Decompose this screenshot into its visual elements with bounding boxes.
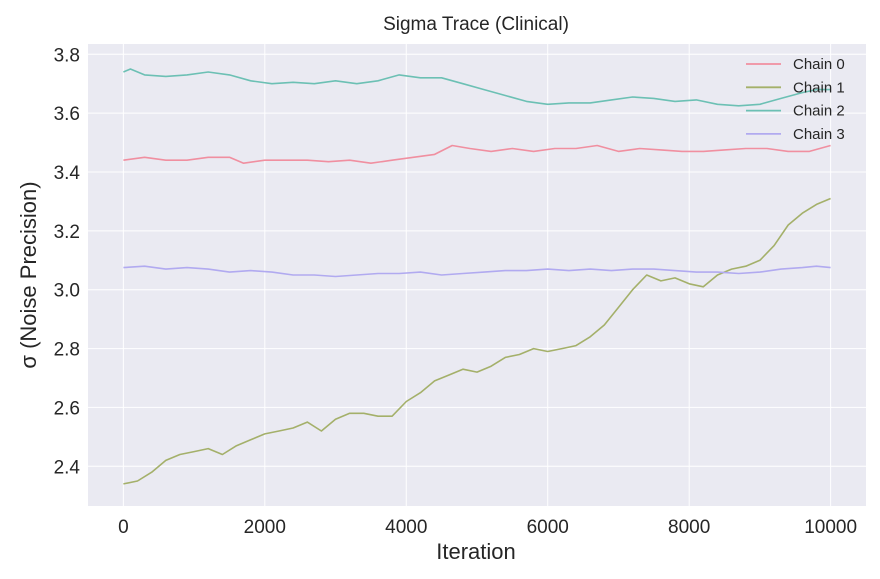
y-tick-label: 3.0 — [54, 281, 80, 302]
plot-area — [88, 44, 866, 506]
y-axis-ticks: 2.4 2.6 2.8 3.0 3.2 3.4 3.6 3.8 — [54, 45, 81, 478]
y-tick-label: 3.4 — [54, 163, 81, 184]
y-tick-label: 3.2 — [54, 222, 80, 243]
x-tick-label: 2000 — [244, 517, 286, 538]
series-line-chain-1 — [123, 197, 831, 485]
x-axis-label: Iteration — [436, 539, 516, 564]
y-tick-label: 2.6 — [54, 398, 80, 419]
legend: Chain 0 Chain 1 Chain 2 Chain 3 — [746, 56, 845, 143]
y-tick-label: 2.8 — [54, 340, 80, 361]
series-line-chain-0 — [123, 144, 831, 164]
legend-label: Chain 1 — [793, 79, 845, 96]
x-tick-label: 8000 — [668, 517, 710, 538]
x-axis-ticks: 0 2000 4000 6000 8000 10000 — [118, 517, 857, 538]
y-axis-label: σ (Noise Precision) — [16, 181, 41, 368]
x-tick-label: 10000 — [804, 517, 857, 538]
legend-label: Chain 3 — [793, 126, 845, 143]
y-tick-label: 3.8 — [54, 45, 80, 66]
chart-title: Sigma Trace (Clinical) — [383, 14, 569, 35]
series-lines — [123, 68, 831, 485]
legend-label: Chain 2 — [793, 103, 845, 120]
y-tick-label: 2.4 — [54, 457, 81, 478]
series-line-chain-2 — [123, 68, 831, 107]
grid-lines — [88, 44, 866, 506]
x-tick-label: 6000 — [527, 517, 569, 538]
series-line-chain-3 — [123, 265, 831, 278]
legend-label: Chain 0 — [793, 56, 845, 73]
y-tick-label: 3.6 — [54, 104, 80, 125]
x-tick-label: 0 — [118, 517, 129, 538]
x-tick-label: 4000 — [385, 517, 427, 538]
